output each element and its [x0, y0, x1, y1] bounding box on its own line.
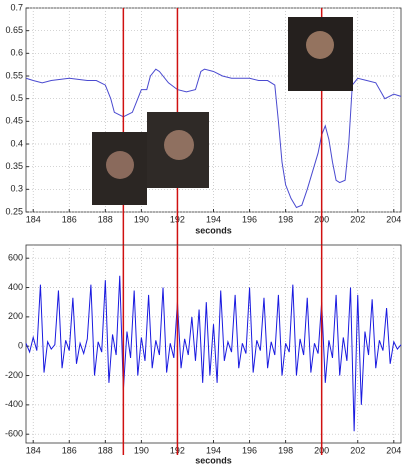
x-axis-label: seconds	[195, 225, 232, 235]
y-tick-label: 0.3	[10, 184, 23, 194]
y-tick-label: 0	[18, 341, 23, 351]
y-tick-label: -400	[5, 399, 23, 409]
x-tick-label: 204	[386, 445, 401, 455]
y-tick-label: 0.5	[10, 93, 23, 103]
x-tick-label: 184	[26, 445, 41, 455]
x-tick-label: 190	[134, 445, 149, 455]
y-tick-label: 0.7	[10, 2, 23, 12]
x-tick-label: 184	[26, 214, 41, 224]
x-tick-label: 194	[206, 214, 221, 224]
x-tick-label: 196	[242, 445, 257, 455]
y-tick-label: -200	[5, 370, 23, 380]
x-tick-label: 190	[134, 214, 149, 224]
y-tick-label: 0.55	[5, 70, 23, 80]
face	[306, 31, 334, 59]
x-axis-label: seconds	[195, 455, 232, 465]
y-tick-label: 200	[8, 311, 23, 321]
y-tick-label: 0.45	[5, 116, 23, 126]
x-tick-label: 202	[350, 214, 365, 224]
x-tick-label: 198	[278, 214, 293, 224]
y-tick-label: 0.65	[5, 25, 23, 35]
y-tick-label: 0.4	[10, 138, 23, 148]
x-tick-label: 194	[206, 445, 221, 455]
y-tick-label: 0.6	[10, 48, 23, 58]
face	[164, 130, 194, 160]
x-tick-label: 204	[386, 214, 401, 224]
x-tick-label: 198	[278, 445, 293, 455]
x-tick-label: 196	[242, 214, 257, 224]
x-tick-label: 202	[350, 445, 365, 455]
y-tick-label: 0.25	[5, 206, 23, 216]
y-tick-label: -600	[5, 429, 23, 439]
x-tick-label: 188	[98, 214, 113, 224]
face	[106, 151, 134, 179]
x-tick-label: 186	[62, 214, 77, 224]
y-tick-label: 400	[8, 282, 23, 292]
y-tick-label: 0.35	[5, 161, 23, 171]
x-tick-label: 188	[98, 445, 113, 455]
y-tick-label: 600	[8, 253, 23, 263]
figure: 0.25 0.3 0.35 0.4 0.45 0.5 0.55 0.6 0.65 0.7 184 18…	[0, 0, 403, 466]
x-tick-label: 186	[62, 445, 77, 455]
